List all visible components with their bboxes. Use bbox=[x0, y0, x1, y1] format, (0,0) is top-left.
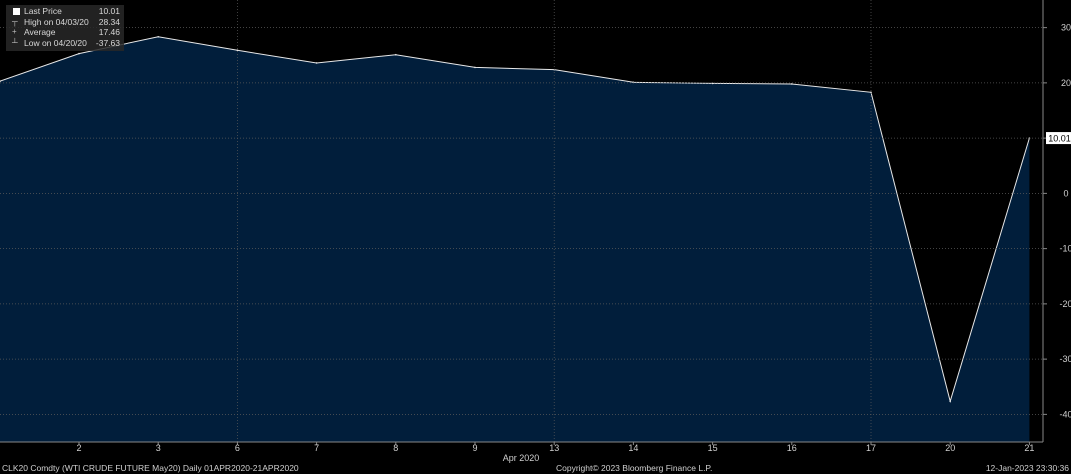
x-tick-label: 3 bbox=[156, 443, 161, 453]
price-line bbox=[0, 36, 1030, 404]
footer-security: CLK20 Comdty (WTI CRUDE FUTURE May20) Da… bbox=[2, 463, 299, 473]
x-tick-label: 14 bbox=[628, 443, 638, 453]
price-point bbox=[870, 91, 872, 94]
legend-swatch-icon bbox=[13, 8, 20, 15]
legend-last-price: Last Price 10.01 bbox=[8, 6, 124, 17]
price-point bbox=[236, 49, 239, 52]
x-tick-label: 9 bbox=[472, 443, 477, 453]
legend-last-price-label: Last Price bbox=[24, 6, 62, 16]
footer-copyright: Copyright© 2023 Bloomberg Finance L.P. bbox=[556, 463, 713, 473]
legend-low-value: -37.63 bbox=[95, 37, 120, 48]
legend-average: + Average 17.46 bbox=[8, 27, 124, 38]
x-tick-label: 2 bbox=[76, 443, 81, 453]
price-point bbox=[157, 35, 159, 38]
legend-average-label: Average bbox=[24, 27, 56, 37]
average-marker-icon: + bbox=[12, 27, 17, 36]
legend-high-value: 28.34 bbox=[98, 16, 120, 27]
y-tick-label: -20 bbox=[1059, 299, 1071, 309]
legend-low: ┴ Low on 04/20/20 -37.63 bbox=[8, 38, 124, 49]
legend-average-value: 17.46 bbox=[98, 27, 120, 37]
price-point bbox=[711, 82, 714, 85]
x-tick-label: 16 bbox=[787, 443, 797, 453]
legend: Last Price 10.01 ┬ High on 04/03/20 28.3… bbox=[6, 5, 124, 51]
price-point bbox=[0, 80, 1, 83]
y-tick-label: -30 bbox=[1059, 354, 1071, 364]
high-marker-icon: ┬ bbox=[12, 16, 18, 26]
chart-plot-area bbox=[0, 35, 1031, 443]
x-tick-label: 7 bbox=[314, 443, 319, 453]
footer-timestamp: 12-Jan-2023 23:30:36 bbox=[985, 463, 1069, 473]
x-tick-label: 13 bbox=[549, 443, 559, 453]
y-tick-label: 30 bbox=[1061, 23, 1071, 33]
price-point bbox=[395, 53, 397, 56]
y-tick-label: 0 bbox=[1063, 188, 1068, 198]
legend-high-label: High on 04/03/20 bbox=[24, 16, 89, 27]
x-axis-title: Apr 2020 bbox=[503, 453, 540, 463]
legend-high: ┬ High on 04/03/20 28.34 bbox=[8, 17, 124, 28]
x-tick-label: 8 bbox=[393, 443, 398, 453]
price-point bbox=[949, 400, 951, 403]
low-marker-icon: ┴ bbox=[12, 37, 18, 47]
legend-last-price-value: 10.01 bbox=[98, 6, 120, 16]
y-tick-label: 20 bbox=[1061, 78, 1071, 88]
last-value-box bbox=[1046, 132, 1071, 145]
y-tick-label: -10 bbox=[1059, 244, 1071, 254]
last-value-label: 10.01 bbox=[1048, 134, 1071, 144]
price-point bbox=[791, 83, 793, 85]
x-tick-label: 15 bbox=[708, 443, 718, 453]
price-point bbox=[78, 52, 80, 55]
x-tick-label: 6 bbox=[235, 443, 240, 453]
price-point bbox=[315, 62, 318, 64]
price-point bbox=[474, 66, 476, 69]
x-tick-label: 17 bbox=[866, 443, 876, 453]
legend-low-label: Low on 04/20/20 bbox=[24, 37, 87, 48]
y-tick-label: -40 bbox=[1059, 409, 1071, 419]
x-tick-label: 20 bbox=[945, 443, 955, 453]
x-tick-label: 21 bbox=[1024, 443, 1034, 453]
x-axis: 2 3 6 7 8 9 13 14 15 16 17 20 21 Apr 2020 bbox=[0, 441, 1043, 463]
price-area-fill bbox=[0, 36, 1030, 443]
